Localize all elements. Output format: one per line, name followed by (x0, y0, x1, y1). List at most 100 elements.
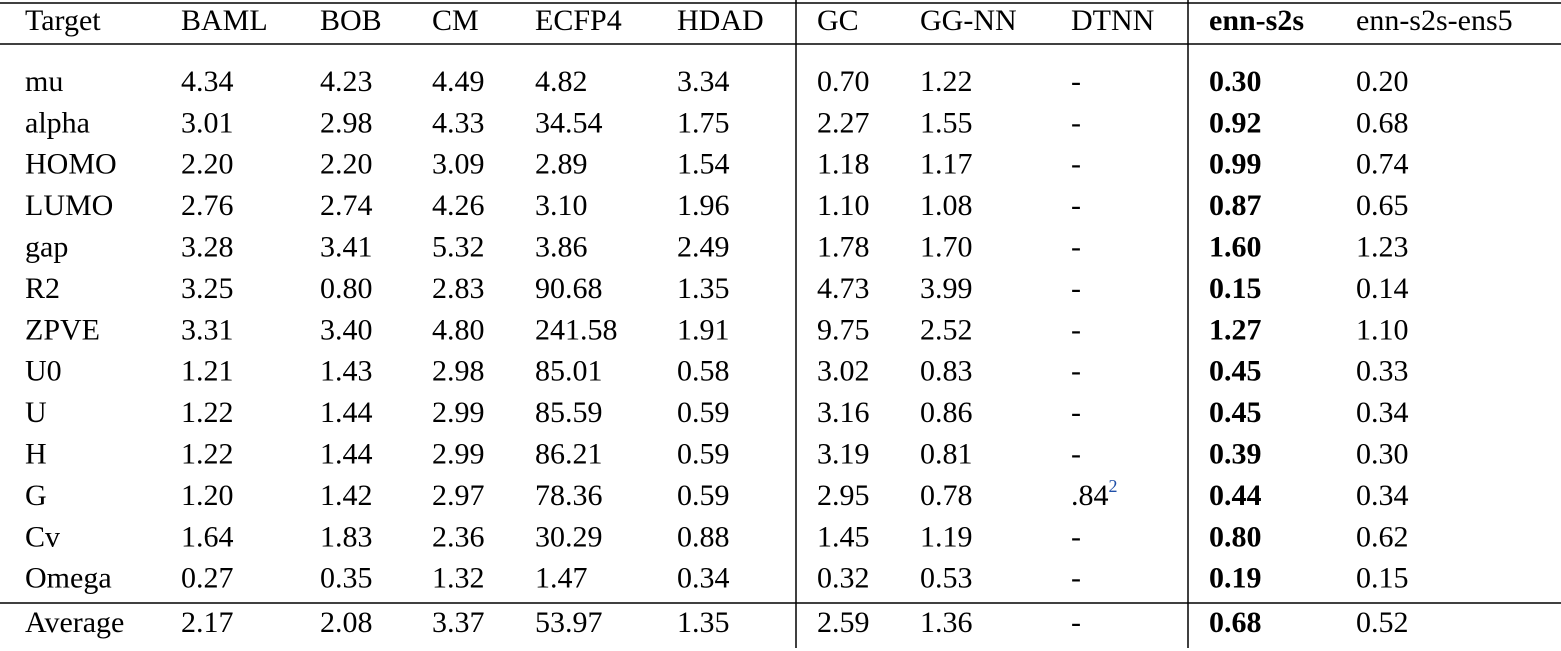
table-cell: 4.73 (817, 272, 870, 305)
table-cell: 0.33 (1356, 355, 1409, 388)
table-cell: Omega (25, 562, 112, 595)
table-cell: 1.60 (1209, 230, 1262, 263)
table-cell: 0.92 (1209, 106, 1262, 139)
table-cell: 1.10 (1356, 313, 1409, 346)
table-cell: 0.45 (1209, 396, 1262, 429)
table-cell: - (1071, 437, 1081, 470)
table-cell: 30.29 (535, 520, 603, 553)
table-cell: 0.44 (1209, 479, 1262, 512)
table-cell: 3.86 (535, 230, 588, 263)
table-cell: 2.99 (432, 437, 485, 470)
average-cell: 0.68 (1209, 606, 1262, 639)
average-cell: 2.59 (817, 606, 870, 639)
table-cell: 2.97 (432, 479, 485, 512)
table-cell: 1.10 (817, 189, 870, 222)
table-cell: 2.76 (181, 189, 234, 222)
table-cell: 1.21 (181, 355, 234, 388)
table-cell: LUMO (25, 189, 113, 222)
table-cell: .842 (1071, 476, 1118, 512)
table-cell: ZPVE (25, 313, 100, 346)
table-cell: - (1071, 272, 1081, 305)
table-cell: 0.20 (1356, 65, 1409, 98)
header-cell: enn-s2s-ens5 (1356, 4, 1513, 37)
table-cell: 3.02 (817, 355, 870, 388)
table-cell: 90.68 (535, 272, 603, 305)
table-cell: 1.35 (677, 272, 730, 305)
table-cell: 34.54 (535, 106, 603, 139)
table-cell: 0.86 (920, 396, 973, 429)
table-cell: 0.34 (1356, 479, 1409, 512)
average-cell: 53.97 (535, 606, 603, 639)
table-cell: 0.45 (1209, 355, 1262, 388)
cell-text: .84 (1071, 479, 1109, 512)
table-cell: 0.80 (1209, 520, 1262, 553)
table-cell: 0.53 (920, 562, 973, 595)
table-cell: 4.80 (432, 313, 485, 346)
table-cell: 0.62 (1356, 520, 1409, 553)
header-cell: Target (25, 4, 101, 37)
table-cell: 3.41 (320, 230, 373, 263)
table-cell: 1.19 (920, 520, 973, 553)
table-cell: 1.23 (1356, 230, 1409, 263)
table-cell: 3.25 (181, 272, 234, 305)
table-cell: 1.70 (920, 230, 973, 263)
table-cell: 2.27 (817, 106, 870, 139)
header-cell: CM (432, 4, 479, 37)
table-cell: 1.22 (920, 65, 973, 98)
table-cell: 0.68 (1356, 106, 1409, 139)
table-cell: 0.30 (1356, 437, 1409, 470)
table-cell: HOMO (25, 148, 117, 181)
average-cell: 1.35 (677, 606, 730, 639)
table-cell: 1.96 (677, 189, 730, 222)
table-cell: - (1071, 562, 1081, 595)
table-cell: 1.78 (817, 230, 870, 263)
table-cell: 1.22 (181, 437, 234, 470)
table-cell: 0.15 (1209, 272, 1262, 305)
table-cell: U0 (25, 355, 62, 388)
average-cell: 1.36 (920, 606, 973, 639)
table-cell: 241.58 (535, 313, 618, 346)
average-cell: 2.08 (320, 606, 373, 639)
table-cell: 0.87 (1209, 189, 1262, 222)
table-cell: G (25, 479, 47, 512)
table-cell: 0.34 (1356, 396, 1409, 429)
table-cell: 0.14 (1356, 272, 1409, 305)
table-cell: 0.19 (1209, 562, 1262, 595)
table-cell: alpha (25, 106, 90, 139)
table-cell: 2.83 (432, 272, 485, 305)
table-cell: 0.78 (920, 479, 973, 512)
table-cell: 0.80 (320, 272, 373, 305)
header-cell: HDAD (677, 4, 764, 37)
table-cell: 1.44 (320, 437, 373, 470)
table-cell: 3.19 (817, 437, 870, 470)
table-cell: 1.32 (432, 562, 485, 595)
table-cell: 0.65 (1356, 189, 1409, 222)
table-cell: 1.47 (535, 562, 588, 595)
table-cell: 5.32 (432, 230, 485, 263)
table-cell: 1.83 (320, 520, 373, 553)
table-cell: 0.32 (817, 562, 870, 595)
table-cell: 0.58 (677, 355, 730, 388)
table-cell: 1.55 (920, 106, 973, 139)
table-cell: 3.31 (181, 313, 234, 346)
table-cell: 2.20 (181, 148, 234, 181)
table-cell: 4.82 (535, 65, 588, 98)
table-cell: 0.27 (181, 562, 234, 595)
table-cell: 0.59 (677, 479, 730, 512)
table-cell: 2.98 (432, 355, 485, 388)
table-cell: 3.28 (181, 230, 234, 263)
table-cell: 1.54 (677, 148, 730, 181)
table-cell: 3.10 (535, 189, 588, 222)
table-cell: 2.89 (535, 148, 588, 181)
table-cell: 2.95 (817, 479, 870, 512)
footnote-mark: 2 (1109, 476, 1118, 496)
table-cell: 85.01 (535, 355, 603, 388)
table-cell: 2.74 (320, 189, 373, 222)
average-cell: - (1071, 606, 1081, 639)
header-cell: GC (817, 4, 859, 37)
table-cell: 3.09 (432, 148, 485, 181)
table-cell: 3.34 (677, 65, 730, 98)
table-cell: 1.22 (181, 396, 234, 429)
